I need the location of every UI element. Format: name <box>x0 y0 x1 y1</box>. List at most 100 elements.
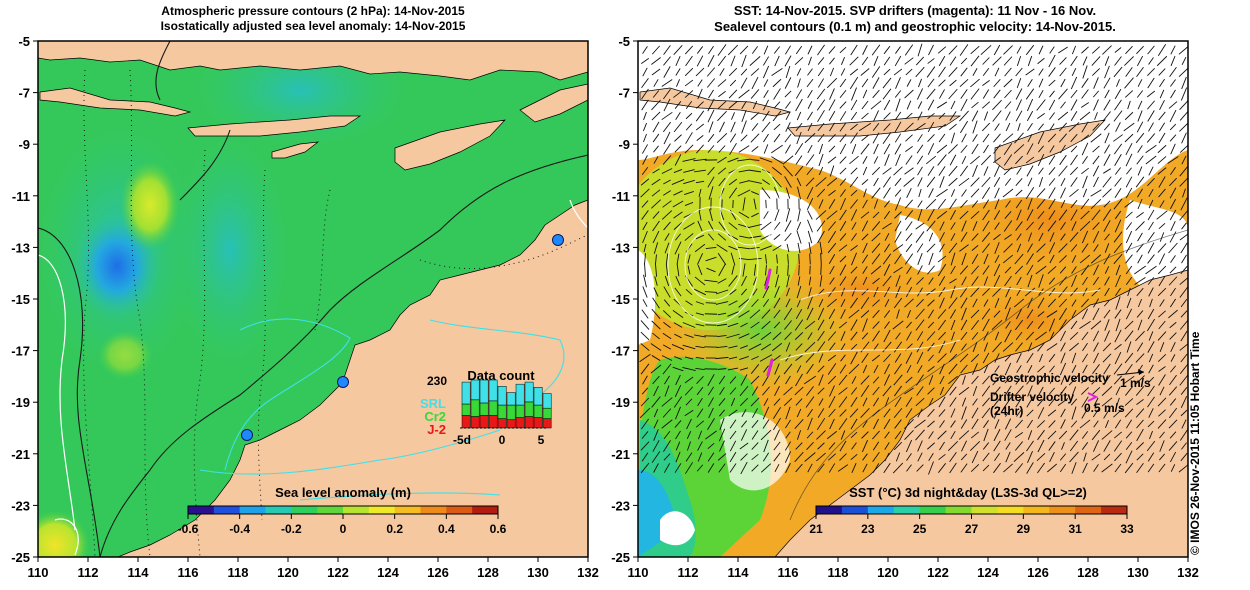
velocity-vector <box>795 45 803 55</box>
velocity-vector <box>773 452 781 462</box>
velocity-vector <box>1148 353 1154 363</box>
velocity-vector <box>785 419 791 429</box>
velocity-vector <box>883 374 891 386</box>
velocity-vector <box>682 367 696 371</box>
velocity-vector <box>1148 331 1154 341</box>
velocity-vector <box>861 100 869 110</box>
velocity-vector <box>917 200 923 208</box>
velocity-vector <box>707 452 715 462</box>
velocity-vector <box>839 453 847 461</box>
left-title: Atmospheric pressure contours (2 hPa): 1… <box>38 4 588 34</box>
velocity-vector <box>894 189 902 197</box>
velocity-vector <box>740 453 748 461</box>
velocity-vector <box>1092 90 1100 98</box>
velocity-vector <box>872 299 880 307</box>
velocity-vector <box>937 255 947 263</box>
velocity-vector <box>927 112 935 120</box>
velocity-vector <box>1181 442 1187 450</box>
velocity-vector <box>1092 222 1100 230</box>
velocity-vector <box>771 144 783 154</box>
velocity-vector <box>1070 287 1078 297</box>
velocity-vector <box>872 463 880 473</box>
velocity-vector <box>806 78 814 88</box>
velocity-vector <box>917 253 923 265</box>
velocity-vector <box>927 134 935 142</box>
velocity-vector <box>1169 134 1177 142</box>
sst-colorbar-tick-label: 33 <box>1120 522 1134 536</box>
velocity-vector <box>971 245 979 251</box>
velocity-vector <box>1038 45 1044 55</box>
velocity-vector <box>1038 167 1044 175</box>
velocity-vector <box>851 442 857 450</box>
velocity-vector <box>994 255 1000 263</box>
velocity-vector <box>751 453 759 461</box>
velocity-vector <box>1037 375 1045 385</box>
velocity-vector <box>671 178 685 186</box>
velocity-vector <box>1145 144 1157 154</box>
data-count-bar-srl <box>488 379 498 402</box>
velocity-vector <box>684 45 694 55</box>
velocity-vector <box>1026 264 1034 276</box>
velocity-vector <box>776 265 778 275</box>
velocity-vector <box>1136 310 1144 318</box>
velocity-vector <box>904 387 914 395</box>
velocity-vector <box>641 167 649 175</box>
velocity-vector <box>684 233 694 241</box>
velocity-vector <box>839 364 847 374</box>
velocity-vector <box>651 57 661 65</box>
velocity-vector <box>672 366 684 372</box>
velocity-vector <box>794 332 804 340</box>
velocity-vector <box>1038 123 1044 131</box>
velocity-vector <box>872 277 880 285</box>
velocity-vector <box>687 265 691 275</box>
velocity-vector <box>696 253 704 265</box>
velocity-vector <box>1125 222 1133 230</box>
velocity-vector <box>1181 56 1187 66</box>
velocity-vector <box>872 452 880 462</box>
velocity-vector <box>905 286 913 298</box>
velocity-vector <box>642 144 648 154</box>
velocity-vector <box>840 343 846 351</box>
velocity-vector <box>1070 420 1078 428</box>
velocity-vector <box>1047 298 1057 308</box>
velocity-vector <box>805 353 815 363</box>
velocity-vector <box>1093 342 1099 352</box>
velocity-vector <box>905 232 913 242</box>
velocity-vector <box>652 297 660 309</box>
velocity-vector <box>796 177 802 187</box>
velocity-vector <box>873 143 879 155</box>
velocity-vector <box>1114 463 1122 473</box>
velocity-vector <box>894 55 902 67</box>
velocity-vector <box>737 246 751 250</box>
velocity-vector <box>848 363 860 375</box>
velocity-vector <box>950 319 956 331</box>
velocity-vector <box>948 144 958 154</box>
sea-level-colorbar-swatch <box>317 506 344 514</box>
velocity-vector <box>1079 254 1091 264</box>
velocity-vector <box>949 397 957 407</box>
velocity-vector <box>663 179 671 185</box>
data-count-bar-cr2 <box>488 400 498 416</box>
velocity-vector <box>815 177 827 187</box>
velocity-vector <box>894 419 902 429</box>
velocity-vector <box>751 464 759 472</box>
velocity-vector <box>1168 242 1178 254</box>
velocity-vector <box>653 145 659 153</box>
velocity-vector <box>928 188 934 198</box>
velocity-vector <box>839 167 847 175</box>
velocity-vector <box>861 179 869 185</box>
velocity-vector <box>1092 408 1100 418</box>
velocity-vector <box>873 56 879 66</box>
velocity-vector <box>1102 188 1112 198</box>
velocity-vector <box>1136 243 1144 253</box>
velocity-vector <box>651 355 661 361</box>
sst-colorbar-swatch <box>893 506 921 514</box>
velocity-vector <box>739 180 749 184</box>
velocity-vector <box>818 398 824 406</box>
velocity-vector <box>1015 88 1023 100</box>
velocity-vector <box>765 199 767 209</box>
velocity-vector <box>684 144 694 154</box>
velocity-vector <box>981 176 991 188</box>
velocity-vector <box>958 430 970 440</box>
